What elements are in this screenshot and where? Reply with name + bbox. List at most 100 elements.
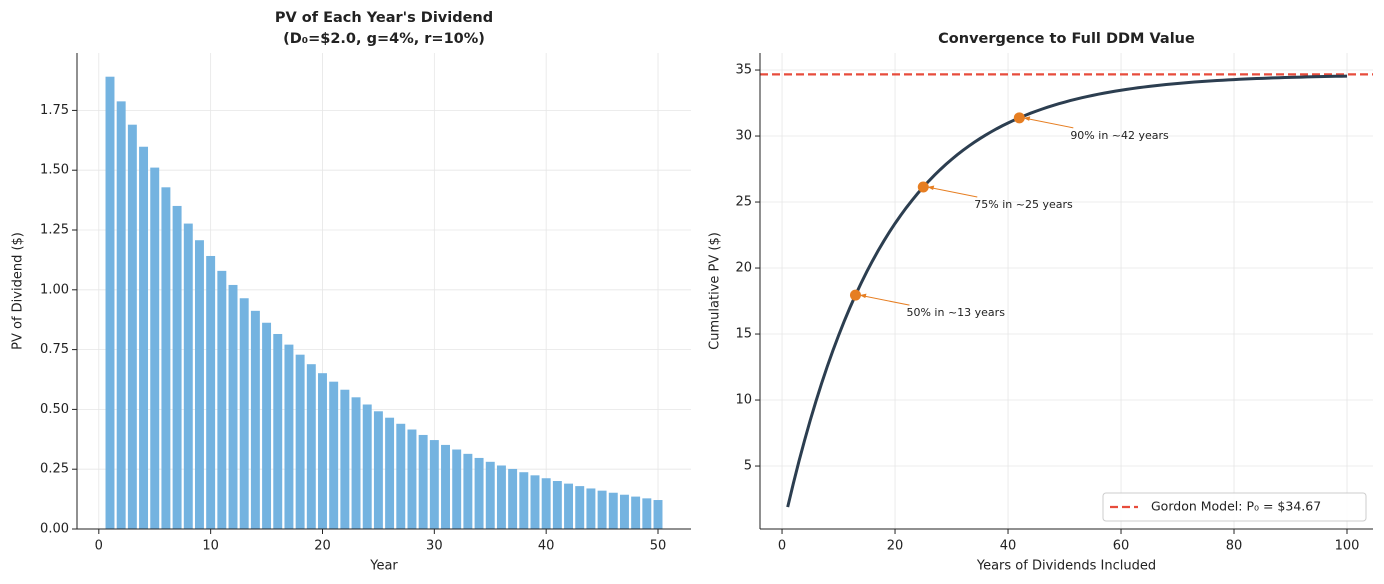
bar (217, 270, 227, 529)
chart-title: PV of Each Year's Dividend (275, 10, 493, 26)
bar (206, 255, 216, 530)
y-tick-label: 35 (735, 63, 752, 78)
bar (105, 76, 115, 530)
bar (541, 478, 551, 529)
bar (284, 344, 294, 529)
bar (116, 101, 126, 530)
x-axis-label: Years of Dividends Included (976, 559, 1156, 574)
bar (619, 494, 629, 529)
bar (362, 404, 372, 529)
bar (575, 486, 585, 529)
bar (597, 490, 607, 529)
x-tick-label: 30 (426, 539, 443, 554)
y-tick-label: 0.50 (40, 402, 69, 417)
x-tick-label: 0 (778, 539, 786, 554)
bar (418, 434, 428, 529)
y-tick-label: 5 (744, 459, 752, 474)
bar (373, 411, 383, 529)
bar (564, 483, 574, 529)
chart-title: Convergence to Full DDM Value (938, 31, 1195, 47)
bar (150, 167, 160, 529)
bar (250, 310, 260, 529)
bar (552, 481, 562, 529)
bar (631, 496, 641, 529)
bar (262, 322, 272, 529)
y-tick-label: 0.25 (40, 462, 69, 477)
bar (463, 453, 473, 529)
y-tick-label: 10 (735, 393, 752, 408)
y-tick-label: 30 (735, 129, 752, 144)
milestone-marker (1013, 112, 1025, 124)
bar (295, 354, 305, 529)
bar (474, 457, 484, 529)
y-tick-label: 1.75 (40, 103, 69, 118)
bar (452, 449, 462, 529)
x-axis-label: Year (369, 559, 398, 574)
annotation-arrow (859, 294, 910, 306)
bar (351, 397, 361, 529)
bar (441, 444, 450, 529)
bar (496, 465, 506, 529)
cumulative-line (786, 74, 1348, 508)
bar (508, 468, 518, 529)
milestone-marker (917, 181, 929, 193)
bar (485, 461, 495, 529)
bar (273, 333, 283, 529)
y-tick-label: 1.00 (40, 282, 69, 297)
bar (183, 223, 193, 529)
y-tick-label: 25 (735, 195, 752, 210)
bar (172, 205, 182, 530)
y-tick-label: 0.75 (40, 342, 69, 357)
y-tick-label: 0.00 (40, 522, 69, 537)
arrow-head (927, 185, 935, 191)
bar (329, 381, 339, 529)
bar (239, 298, 249, 529)
bar (139, 146, 149, 529)
x-tick-label: 20 (887, 539, 904, 554)
x-tick-label: 80 (1226, 539, 1243, 554)
x-tick-label: 10 (202, 539, 219, 554)
bar (340, 389, 350, 529)
x-tick-label: 20 (314, 539, 331, 554)
y-axis-label: PV of Dividend ($) (11, 232, 26, 350)
y-tick-label: 20 (735, 261, 752, 276)
y-tick-label: 1.25 (40, 223, 69, 238)
x-tick-label: 0 (95, 539, 103, 554)
y-axis-label: Cumulative PV ($) (708, 232, 723, 350)
bar (407, 429, 417, 529)
annotation: 90% in ~42 years (1070, 129, 1169, 142)
annotation-arrow (927, 186, 978, 198)
bar (519, 472, 529, 529)
bar (396, 423, 406, 529)
bar (429, 440, 439, 529)
bar (385, 417, 395, 529)
y-tick-label: 1.50 (40, 163, 69, 178)
bar (530, 475, 540, 529)
annotation: 75% in ~25 years (974, 198, 1073, 211)
bar (653, 500, 663, 529)
bar (228, 284, 238, 529)
bar (194, 240, 204, 529)
legend-label: Gordon Model: P₀ = $34.67 (1151, 499, 1321, 514)
y-tick-label: 15 (735, 327, 752, 342)
bar (306, 364, 316, 529)
x-tick-label: 50 (650, 539, 667, 554)
milestone-marker (849, 289, 861, 301)
bar (642, 498, 652, 529)
bar (318, 373, 327, 529)
bar (161, 187, 171, 530)
bar (608, 492, 618, 529)
arrow-head (1023, 116, 1031, 121)
annotation-arrow (1023, 117, 1074, 129)
chart-title: (D₀=$2.0, g=4%, r=10%) (283, 31, 485, 47)
x-tick-label: 40 (1000, 539, 1017, 554)
arrow-head (859, 293, 867, 299)
bar (127, 124, 137, 529)
annotation: 50% in ~13 years (906, 306, 1005, 319)
bar (586, 488, 596, 529)
x-tick-label: 40 (538, 539, 555, 554)
x-tick-label: 60 (1113, 539, 1130, 554)
x-tick-label: 100 (1335, 539, 1360, 554)
legend (1102, 492, 1367, 522)
